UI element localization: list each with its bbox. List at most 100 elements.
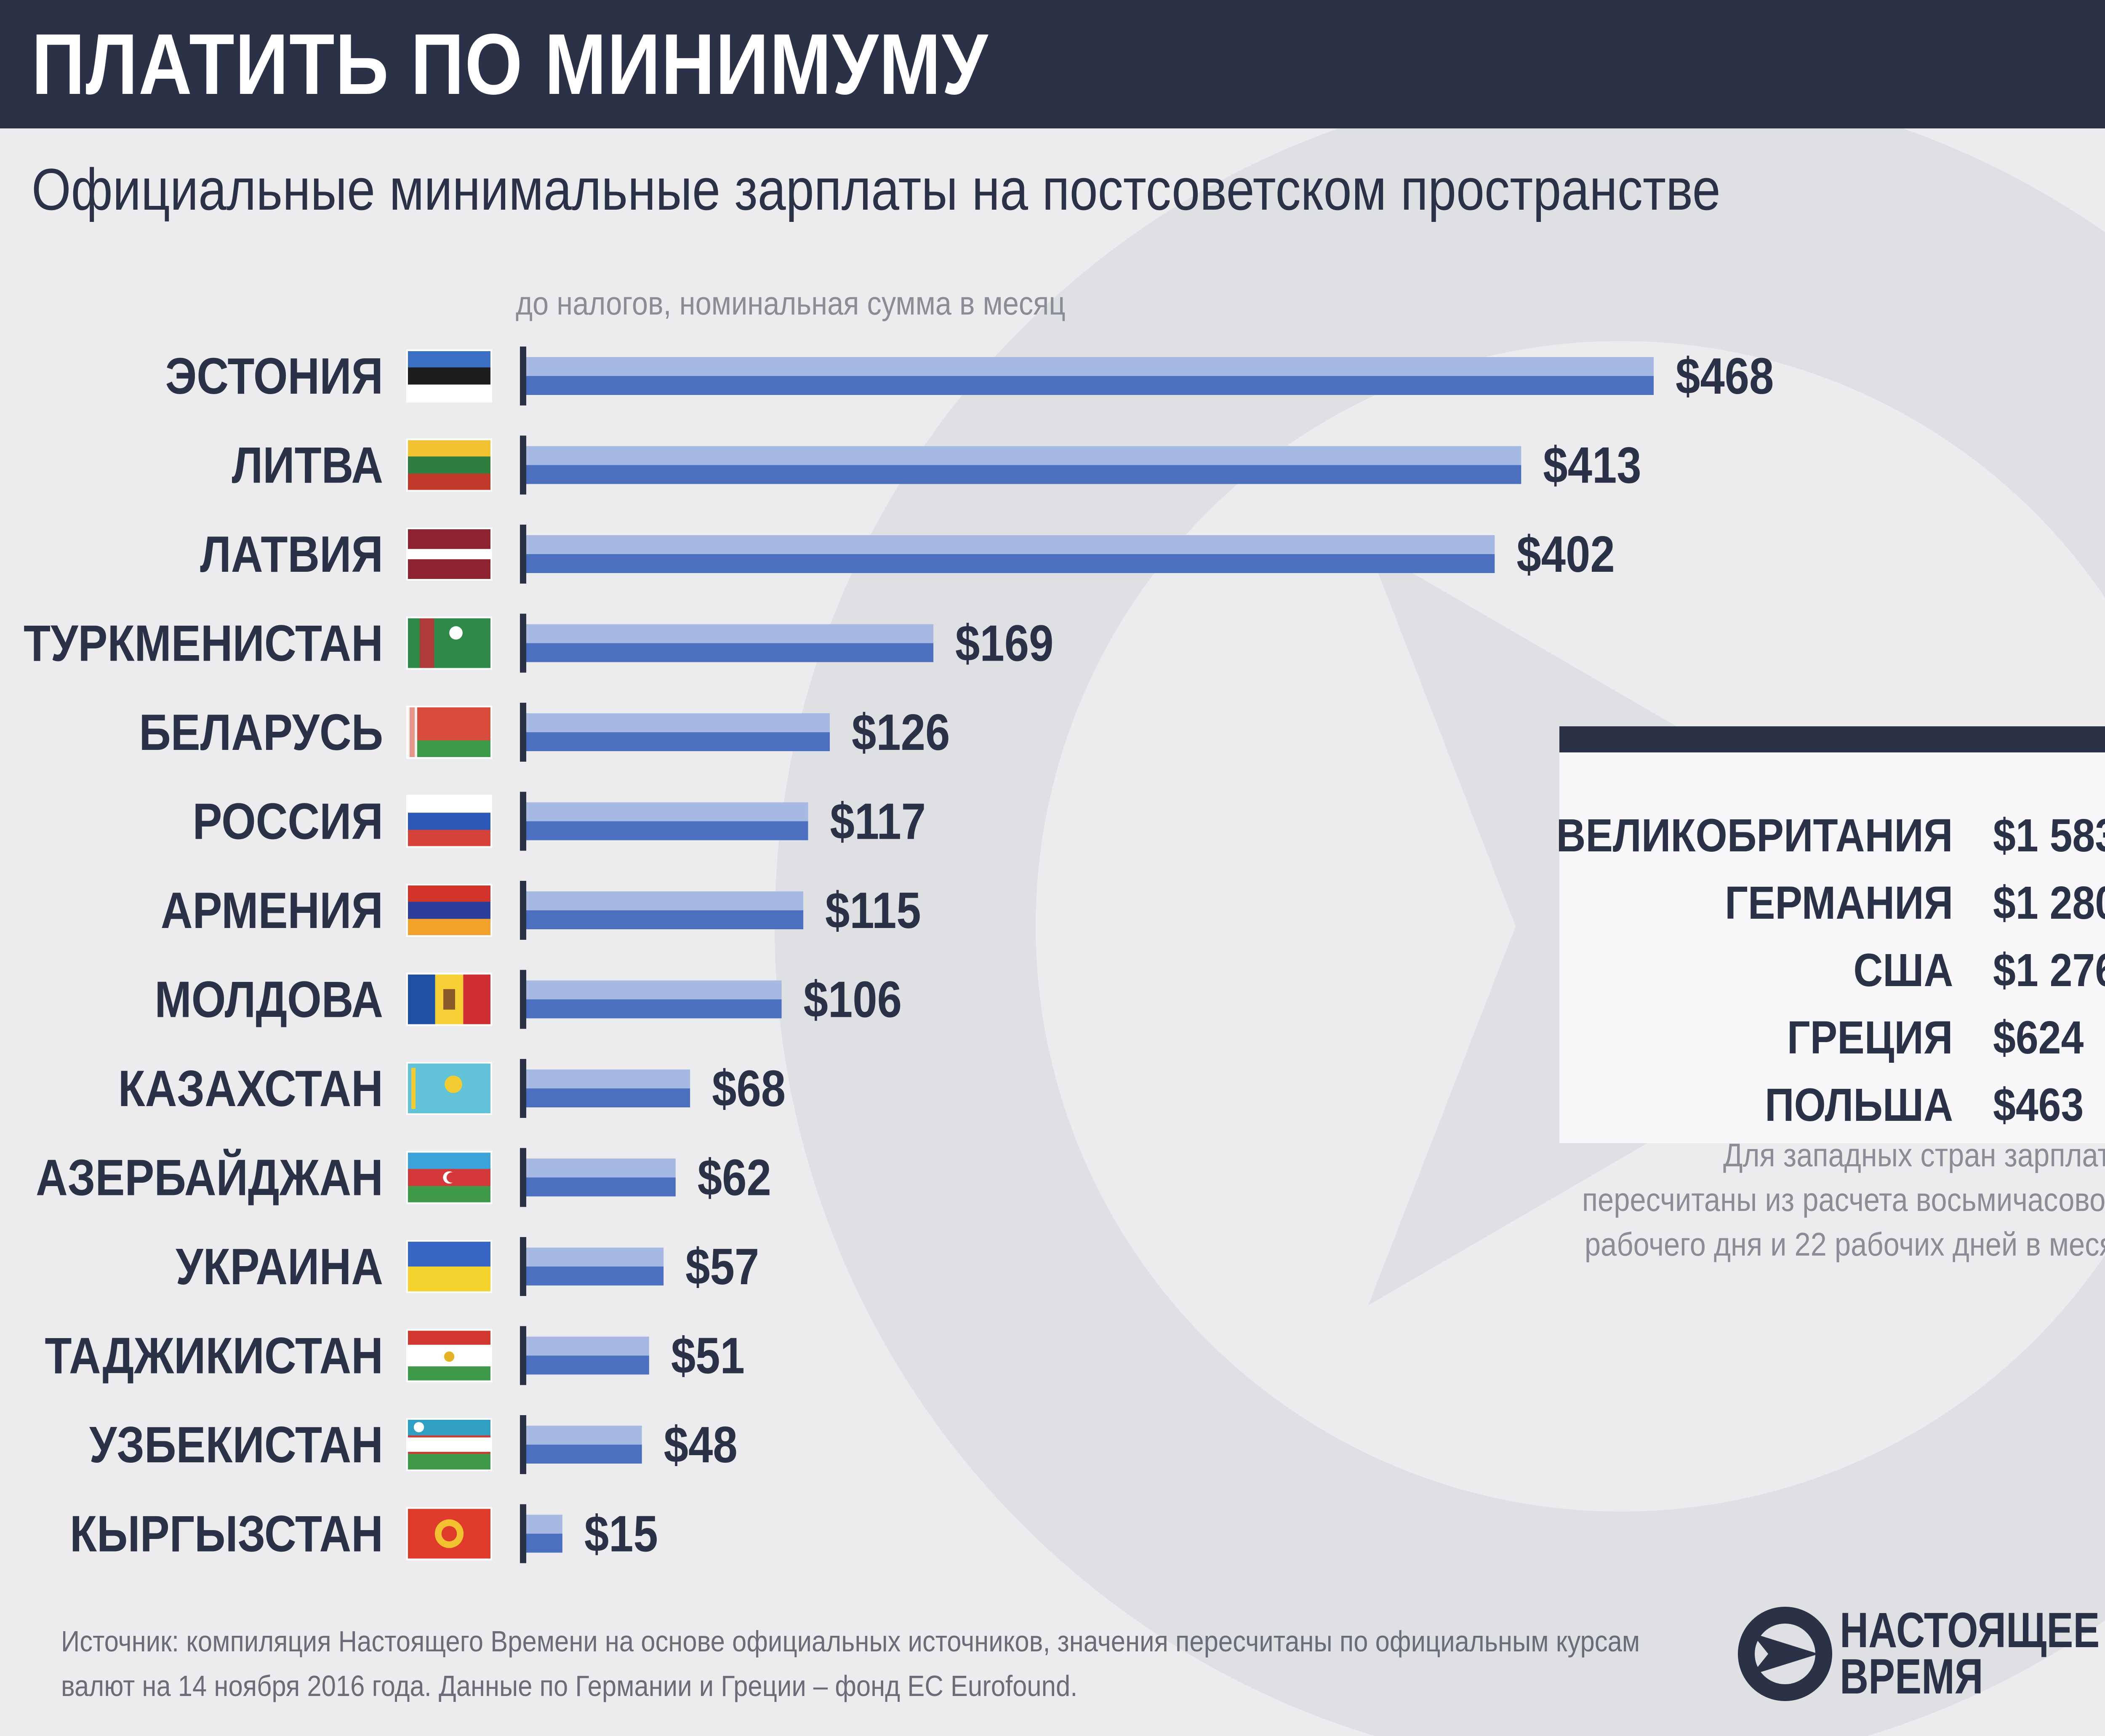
page-subtitle: Официальные минимальные зарплаты на пост… bbox=[32, 156, 1721, 222]
chart-row-1: ЭСТОНИЯ $468 bbox=[165, 347, 1774, 405]
chart-row-6: РОССИЯ $117 bbox=[192, 792, 926, 851]
bar-bottom bbox=[526, 643, 934, 662]
flag-stripe bbox=[407, 1452, 491, 1454]
chart-row-2: ЛИТВА $413 bbox=[232, 435, 1641, 495]
flag-stripe bbox=[407, 384, 491, 402]
axis-tick bbox=[520, 525, 526, 584]
axis-tick bbox=[520, 970, 526, 1029]
flag-border bbox=[406, 1062, 492, 1115]
flag-border bbox=[406, 349, 492, 403]
tajikistan-flag bbox=[406, 1329, 492, 1382]
brand-name-line1: НАСТОЯЩЕЕ bbox=[1840, 1603, 2100, 1658]
axis-tick bbox=[520, 435, 526, 495]
comparison-country: ВЕЛИКОБРИТАНИЯ bbox=[1556, 810, 1953, 861]
country-label: ЛАТВИЯ bbox=[200, 526, 383, 583]
bar-bottom bbox=[526, 1533, 562, 1553]
brand-logo: НАСТОЯЩЕЕ ВРЕМЯ bbox=[1735, 1600, 2105, 1705]
axis-tick bbox=[520, 703, 526, 762]
axis-tick bbox=[520, 1059, 526, 1118]
comparison-country: ГРЕЦИЯ bbox=[1787, 1012, 1953, 1064]
axis-tick bbox=[520, 1326, 526, 1385]
chart-row-3: ЛАТВИЯ $402 bbox=[200, 525, 1615, 584]
russia-flag bbox=[406, 795, 492, 848]
bar-bottom bbox=[526, 910, 804, 929]
bar-top bbox=[526, 357, 1654, 376]
bar-bottom bbox=[526, 554, 1495, 573]
source-line: Источник: компиляция Настоящего Времени … bbox=[61, 1625, 1640, 1658]
country-label: УКРАИНА bbox=[176, 1238, 383, 1296]
country-label: УЗБЕКИСТАН bbox=[89, 1416, 383, 1474]
flag-stripe bbox=[407, 707, 491, 741]
flag-stripe bbox=[407, 1267, 491, 1293]
flag-emblem bbox=[441, 1526, 457, 1541]
note-line: пересчитаны из расчета восьмичасового bbox=[1582, 1181, 2105, 1218]
flag-stripe bbox=[407, 795, 491, 813]
flag-emblem bbox=[444, 1351, 455, 1362]
flag-stripe bbox=[407, 885, 491, 902]
axis-tick bbox=[520, 1415, 526, 1474]
flag-emblem bbox=[443, 989, 455, 1010]
bar-top bbox=[526, 1248, 664, 1267]
flag-border bbox=[406, 706, 492, 759]
source-note: Источник: компиляция Настоящего Времени … bbox=[61, 1619, 1640, 1708]
value-label: $15 bbox=[584, 1505, 658, 1563]
flag-border bbox=[406, 884, 492, 937]
axis-tick bbox=[520, 792, 526, 851]
value-label: $126 bbox=[852, 704, 950, 761]
value-label: $402 bbox=[1516, 526, 1615, 583]
value-label: $51 bbox=[671, 1327, 745, 1384]
comparison-country: ГЕРМАНИЯ bbox=[1724, 877, 1953, 929]
comparison-value: $624 bbox=[1993, 1012, 2084, 1064]
flag-stripe bbox=[407, 1437, 491, 1452]
chart-row-12: ТАДЖИКИСТАН $51 bbox=[45, 1326, 745, 1385]
brand-name-line2: ВРЕМЯ bbox=[1840, 1649, 1983, 1704]
country-label: КЫРГЫЗСТАН bbox=[70, 1505, 383, 1563]
source-line: валют на 14 ноября 2016 года. Данные по … bbox=[61, 1669, 1078, 1702]
flag-ornament bbox=[411, 1068, 416, 1109]
flag-border bbox=[406, 973, 492, 1026]
bar-top bbox=[526, 1515, 562, 1534]
bar-bottom bbox=[526, 821, 808, 840]
chart-row-7: АРМЕНИЯ $115 bbox=[161, 881, 921, 940]
comparison-value: $1 276 bbox=[1993, 944, 2105, 996]
value-label: $68 bbox=[712, 1060, 786, 1117]
axis-tick bbox=[520, 1237, 526, 1296]
bar-bottom bbox=[526, 999, 782, 1019]
flag-stripe bbox=[407, 1453, 491, 1470]
flag-stripe bbox=[407, 829, 491, 847]
bar-bottom bbox=[526, 465, 1521, 484]
kazakhstan-flag bbox=[406, 1062, 492, 1115]
flag-stripe bbox=[420, 617, 434, 669]
bar-top bbox=[526, 980, 782, 1000]
axis-tick bbox=[520, 613, 526, 673]
flag-emblem bbox=[449, 626, 463, 640]
bar-top bbox=[526, 1158, 676, 1178]
lithuania-flag bbox=[406, 438, 492, 492]
header-bar: ПЛАТИТЬ ПО МИНИМУМУ bbox=[0, 0, 2105, 128]
country-label: ТУРКМЕНИСТАН bbox=[24, 615, 383, 672]
flag-stripe bbox=[407, 439, 491, 457]
flag-stripe bbox=[407, 350, 491, 368]
flag-emblem bbox=[445, 1075, 462, 1093]
comparison-row: ГРЕЦИЯ $624 bbox=[1559, 1008, 2105, 1067]
chart-row-10: АЗЕРБАЙДЖАН $62 bbox=[36, 1148, 771, 1207]
flag-stripe bbox=[407, 740, 491, 758]
flag-border bbox=[406, 438, 492, 492]
flag-stripe bbox=[407, 473, 491, 491]
latvia-flag bbox=[406, 528, 492, 581]
flag-stripe bbox=[407, 549, 491, 560]
flag-stripe bbox=[407, 813, 491, 830]
bar-top bbox=[526, 802, 808, 821]
country-label: МОЛДОВА bbox=[155, 971, 383, 1028]
chart-row-11: УКРАИНА $57 bbox=[176, 1237, 759, 1296]
flag-stripe bbox=[407, 919, 491, 936]
flag-border bbox=[406, 1418, 492, 1471]
bar-bottom bbox=[526, 1177, 676, 1197]
azerbaijan-flag bbox=[406, 1151, 492, 1204]
comparison-row: США $1 276 bbox=[1559, 941, 2105, 1000]
flag-border bbox=[406, 795, 492, 848]
flag-ornament bbox=[410, 707, 415, 758]
bar-top bbox=[526, 1069, 690, 1088]
value-label: $413 bbox=[1543, 437, 1641, 494]
note-line: Для западных стран зарплаты bbox=[1723, 1136, 2105, 1173]
